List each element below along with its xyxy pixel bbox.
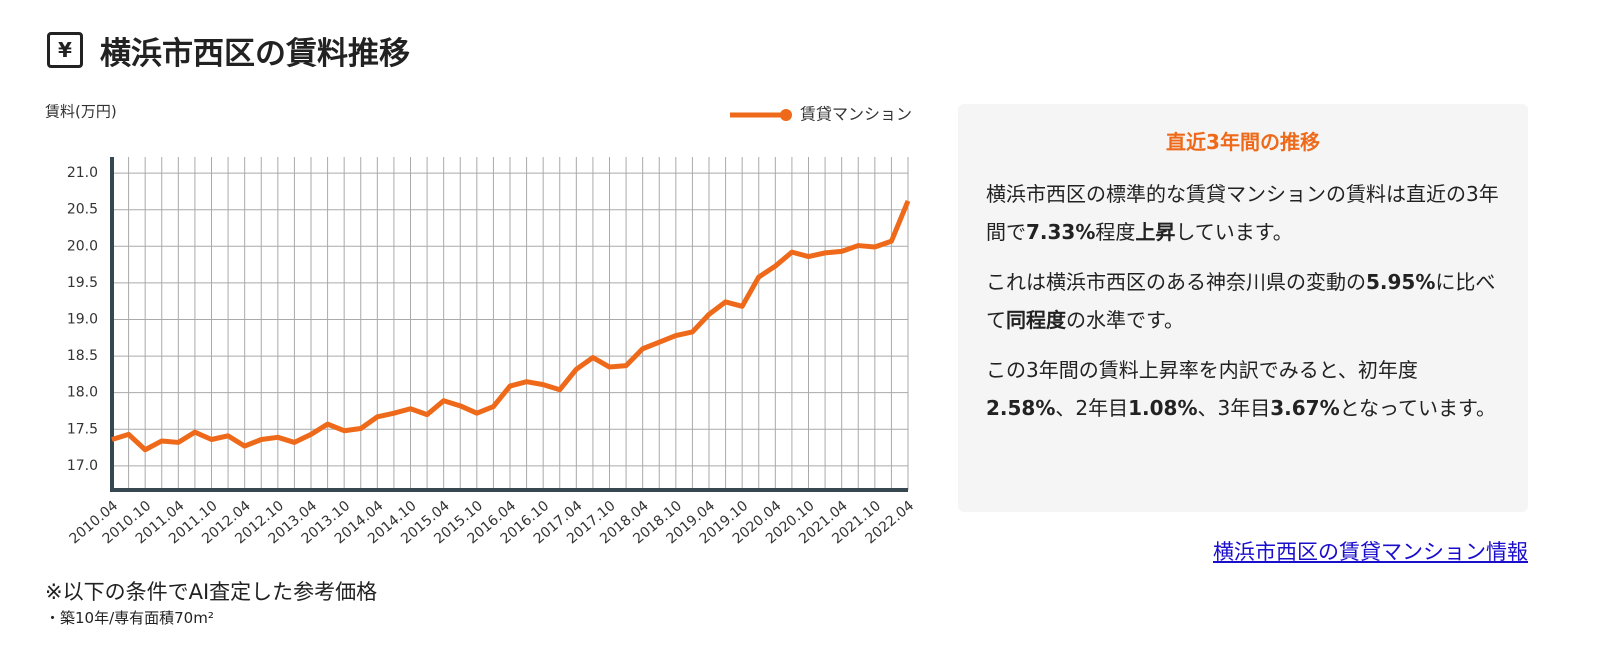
highlight-text: 2.58%: [986, 396, 1056, 420]
summary-panel: 直近3年間の推移 横浜市西区の標準的な賃貸マンションの賃料は直近の3年間で7.3…: [958, 104, 1528, 512]
highlight-text: 上昇: [1135, 220, 1176, 244]
text: 横浜市西区の標準的な賃貸マンションの賃料は直近の3年間で: [986, 182, 1499, 244]
info-link[interactable]: 横浜市西区の賃貸マンション情報: [1213, 540, 1528, 564]
highlight-text: 3.67%: [1270, 396, 1340, 420]
text: これは横浜市西区のある神奈川県の変動の: [986, 270, 1366, 294]
y-tick-label: 19.0: [67, 311, 98, 327]
text: 、3年目: [1197, 396, 1271, 420]
y-tick-label: 18.0: [67, 385, 98, 401]
legend-marker: [780, 109, 792, 121]
note-condition: ・築10年/専有面積70m²: [45, 609, 214, 627]
text: に比べて: [986, 270, 1496, 332]
note-title: ※以下の条件でAI査定した参考価格: [45, 580, 378, 604]
y-tick-label: 20.5: [67, 202, 98, 218]
y-tick-label: 21.0: [67, 165, 98, 181]
y-tick-label: 19.5: [67, 275, 98, 291]
text: 程度: [1095, 220, 1136, 244]
page-title: 横浜市西区の賃料推移: [100, 36, 410, 72]
y-tick-label: 17.5: [67, 421, 98, 437]
yen-icon: ¥: [47, 32, 83, 68]
y-tick-label: 20.0: [67, 238, 98, 254]
highlight-text: 5.95%: [1366, 270, 1436, 294]
text: の水準です。: [1066, 308, 1184, 332]
highlight-text: 同程度: [1006, 308, 1066, 332]
y-tick-label: 17.0: [67, 458, 98, 474]
panel-paragraph: この3年間の賃料上昇率を内訳でみると、初年度 2.58%、2年目1.08%、3年目…: [986, 351, 1500, 427]
panel-paragraph: これは横浜市西区のある神奈川県の変動の5.95%に比べて同程度の水準です。: [986, 263, 1500, 339]
legend-label: 賃貸マンション: [800, 105, 912, 124]
text: 、2年目: [1055, 396, 1129, 420]
highlight-text: 7.33%: [1026, 220, 1096, 244]
panel-heading: 直近3年間の推移: [1166, 130, 1320, 154]
panel-paragraph: 横浜市西区の標準的な賃貸マンションの賃料は直近の3年間で7.33%程度上昇してい…: [986, 175, 1500, 251]
y-axis-label: 賃料(万円): [45, 103, 117, 121]
y-tick-label: 18.5: [67, 348, 98, 364]
chart: 賃料(万円)2010.042010.102011.042011.102012.0…: [45, 103, 917, 548]
text: しています。: [1175, 220, 1293, 244]
text: となっています。: [1339, 396, 1497, 420]
highlight-text: 1.08%: [1128, 396, 1198, 420]
data-line: [111, 199, 911, 453]
text: この3年間の賃料上昇率を内訳でみると、初年度: [986, 358, 1418, 382]
